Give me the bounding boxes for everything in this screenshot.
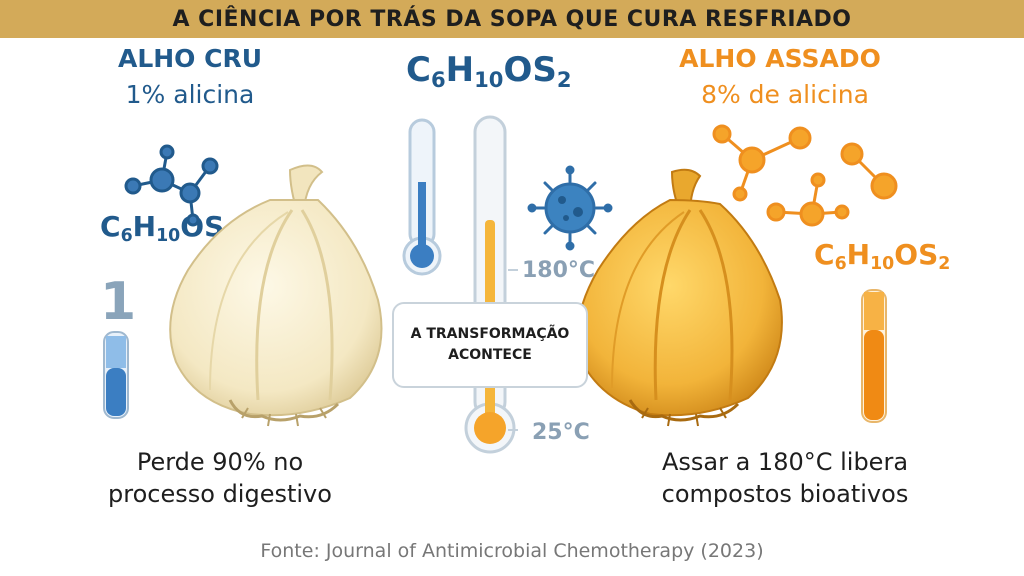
formula-h: H (132, 210, 157, 243)
small-thermometer-icon (402, 118, 442, 276)
virus-icon (527, 165, 613, 251)
formula-c: C (100, 210, 121, 243)
roasted-test-tube-icon (861, 289, 887, 423)
raw-garlic-description: Perde 90% no processo digestivo (70, 446, 370, 510)
formula-c: C (406, 50, 431, 90)
formula-s-sub: 2 (556, 66, 572, 92)
center-formula: C6H10OS2 (406, 50, 572, 92)
raw-description-line-2: processo digestivo (108, 480, 332, 508)
formula-os: OS (503, 50, 557, 90)
formula-os: OS (894, 238, 939, 271)
roasted-description-line-1: Assar a 180°C libera (661, 448, 909, 476)
callout-line-1: A TRANSFORMAÇÃO (410, 326, 570, 342)
title-banner: A CIÊNCIA POR TRÁS DA SOPA QUE CURA RESF… (0, 0, 1024, 38)
temperature-low-label: 25°C (532, 420, 590, 445)
raw-description-line-1: Perde 90% no (136, 448, 304, 476)
formula-h-sub: 10 (870, 253, 895, 274)
formula-h-sub: 10 (474, 66, 504, 92)
raw-molecule-icon (124, 144, 219, 227)
temperature-high-label: 180°C (522, 258, 596, 283)
formula-h-sub: 10 (156, 225, 181, 246)
roasted-molecule-icon (712, 124, 898, 227)
large-thermometer-icon (464, 115, 518, 454)
raw-tube-number: 1 (100, 272, 137, 332)
roasted-garlic-heading: ALHO ASSADO (679, 44, 881, 73)
raw-garlic-allicin: 1% alicina (125, 80, 255, 109)
right-formula: C6H10OS2 (814, 238, 950, 274)
roasted-garlic-icon (576, 168, 783, 427)
roasted-garlic-allicin: 8% de alicina (701, 80, 869, 109)
raw-test-tube-icon (103, 331, 129, 419)
left-formula: C6H10OS2 (100, 210, 236, 246)
source-citation: Fonte: Journal of Antimicrobial Chemothe… (260, 540, 764, 562)
raw-garlic-heading: ALHO CRU (117, 44, 263, 73)
formula-h: H (846, 238, 871, 271)
raw-garlic-icon (169, 164, 383, 427)
transformation-callout: A TRANSFORMAÇÃO ACONTECE (392, 302, 588, 388)
formula-c-sub: 6 (430, 66, 446, 92)
roasted-description-line-2: compostos bioativos (661, 480, 909, 508)
callout-line-2: ACONTECE (448, 347, 532, 363)
formula-c-sub: 6 (120, 225, 133, 246)
roasted-garlic-description: Assar a 180°C libera compostos bioativos (625, 446, 945, 510)
formula-s-sub: 2 (938, 253, 951, 274)
formula-c: C (814, 238, 835, 271)
page-title: A CIÊNCIA POR TRÁS DA SOPA QUE CURA RESF… (172, 6, 852, 32)
formula-c-sub: 6 (834, 253, 847, 274)
formula-h: H (445, 50, 475, 90)
